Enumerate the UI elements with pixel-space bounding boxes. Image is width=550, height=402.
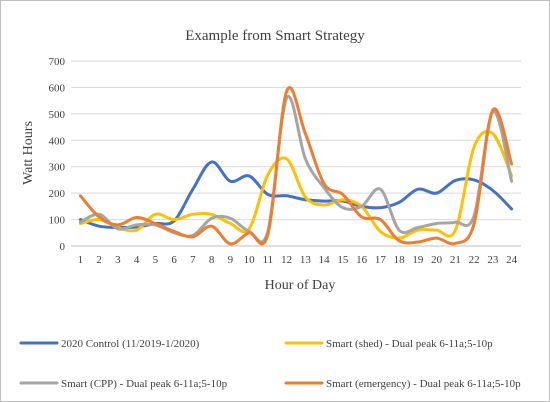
legend-label: 2020 Control (11/2019-1/2020)	[61, 338, 200, 350]
legend-item: Smart (emergency) - Dual peak 6-11a;5-10…	[284, 378, 521, 390]
x-tick-label: 22	[469, 254, 480, 266]
x-tick-label: 21	[450, 254, 461, 266]
y-tick-label: 600	[49, 82, 66, 94]
y-tick-label: 100	[49, 215, 66, 227]
x-tick-label: 4	[134, 254, 140, 266]
x-tick-label: 20	[431, 254, 443, 266]
x-tick-label: 24	[506, 254, 518, 266]
series-line-4	[78, 86, 514, 246]
y-tick-label: 700	[49, 56, 66, 68]
x-tick-label: 14	[319, 254, 331, 266]
y-axis-title: Watt Hours	[21, 121, 36, 185]
x-tick-label: 3	[115, 254, 121, 266]
legend-label: Smart (shed) - Dual peak 6-11a;5-10p	[326, 338, 493, 350]
x-tick-label: 12	[281, 254, 292, 266]
x-tick-label: 9	[228, 254, 234, 266]
x-axis-title: Hour of Day	[265, 278, 336, 293]
legend-label: Smart (CPP) - Dual peak 6-11a;5-10p	[61, 378, 228, 390]
x-tick-label: 7	[190, 254, 196, 266]
x-tick-label: 13	[300, 254, 312, 266]
x-tick-label: 2	[96, 254, 102, 266]
y-tick-label: 200	[49, 188, 66, 200]
x-tick-label: 5	[153, 254, 159, 266]
x-tick-label: 1	[78, 254, 84, 266]
x-tick-label: 10	[244, 254, 256, 266]
legend-item: Smart (CPP) - Dual peak 6-11a;5-10p	[19, 378, 228, 390]
series-lines	[78, 86, 514, 246]
y-tick-label: 0	[60, 241, 66, 253]
x-tick-label: 8	[209, 254, 215, 266]
x-tick-label: 23	[487, 254, 499, 266]
legend-item: 2020 Control (11/2019-1/2020)	[19, 338, 200, 350]
legend-item: Smart (shed) - Dual peak 6-11a;5-10p	[284, 338, 493, 350]
y-tick-label: 300	[49, 162, 66, 174]
x-tick-labels: 1 2 3 4 5 6 7 8 9 10 11 12 13 14 15 16 17 18 19 20 21 22 23 24	[78, 254, 518, 266]
legend: 2020 Control (11/2019-1/2020) Smart (shed…	[19, 338, 521, 390]
x-tick-label: 15	[337, 254, 349, 266]
y-tick-label: 400	[49, 135, 66, 147]
x-tick-label: 19	[412, 254, 424, 266]
x-tick-label: 16	[356, 254, 368, 266]
x-tick-label: 18	[394, 254, 406, 266]
x-tick-label: 17	[375, 254, 387, 266]
y-tick-label: 500	[49, 109, 66, 121]
x-tick-label: 11	[263, 254, 274, 266]
y-tick-labels: 0 100 200 300 400 500 600 700	[49, 56, 66, 253]
series-line-2	[78, 129, 514, 240]
chart-title: Example from Smart Strategy	[185, 28, 365, 44]
legend-label: Smart (emergency) - Dual peak 6-11a;5-10…	[326, 378, 521, 390]
x-tick-label: 6	[171, 254, 177, 266]
